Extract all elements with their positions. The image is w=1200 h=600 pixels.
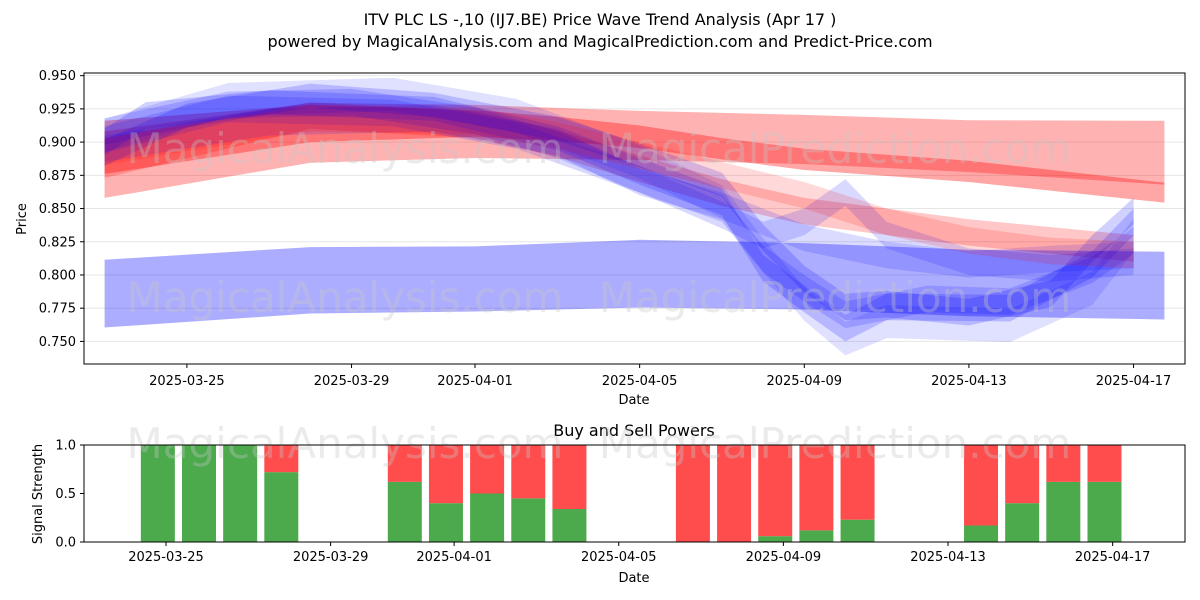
buy-bar	[964, 525, 999, 542]
price-y-tick-label: 0.750	[39, 335, 76, 350]
signal-x-tick-label: 2025-04-01	[416, 550, 492, 565]
price-y-tick-label: 0.775	[39, 302, 76, 317]
price-x-tick-label: 2025-04-01	[437, 374, 513, 389]
price-y-tick-label: 0.850	[39, 202, 76, 217]
signal-y-tick-label: 0.5	[55, 487, 76, 502]
price-y-tick-label: 0.900	[39, 136, 76, 151]
signal-x-ticks: 2025-03-25 2025-03-29 2025-04-01 2025-04-05…	[128, 542, 1150, 565]
wave-band-3	[104, 239, 1165, 328]
buy-bar	[470, 493, 505, 542]
signal-x-tick-label: 2025-04-09	[746, 550, 822, 565]
buy-bar	[511, 498, 546, 542]
price-x-label: Date	[618, 393, 649, 408]
price-grid	[84, 75, 1185, 342]
sell-bar	[470, 445, 505, 494]
wave-band-9	[104, 77, 1134, 356]
signal-y-label: Signal Strength	[31, 444, 46, 544]
wave-band-7	[104, 95, 1134, 282]
price-x-tick-label: 2025-03-25	[149, 374, 225, 389]
sell-bar	[1005, 445, 1040, 504]
sell-bar	[1046, 445, 1081, 482]
price-x-tick-label: 2025-04-17	[1096, 374, 1172, 389]
wave-band-5	[104, 83, 1134, 326]
buy-bar	[1005, 503, 1040, 542]
watermark-top-3: MagicalAnalysis.com	[127, 273, 564, 322]
signal-x-tick-label: 2025-04-13	[910, 550, 986, 565]
buy-bar	[758, 536, 793, 542]
sell-bar	[799, 445, 834, 531]
watermark-top-2: MagicalPrediction.com	[599, 124, 1072, 173]
price-x-tick-label: 2025-04-13	[931, 374, 1007, 389]
signal-x-tick-label: 2025-04-17	[1075, 550, 1151, 565]
buy-bar	[264, 472, 299, 542]
buy-bar	[840, 519, 875, 542]
buy-bar	[140, 445, 175, 542]
price-y-tick-label: 0.875	[39, 169, 76, 184]
buy-bar	[428, 503, 463, 542]
wave-band-8	[104, 104, 1134, 278]
signal-x-tick-label: 2025-03-25	[128, 550, 204, 565]
buy-bar	[387, 481, 422, 542]
price-y-label: Price	[15, 203, 30, 235]
signal-y-tick-label: 0.0	[55, 536, 76, 551]
buy-bar	[182, 445, 216, 542]
buy-bar	[552, 509, 587, 542]
wave-band-2	[104, 102, 1134, 262]
price-panel: MagicalAnalysis.com MagicalPrediction.co…	[15, 69, 1186, 408]
signal-panel: Buy and Sell Powers MagicalAnalysis.com …	[31, 419, 1186, 586]
signal-x-label: Date	[618, 571, 649, 586]
sell-bar	[964, 445, 999, 526]
sell-bar	[717, 445, 752, 542]
price-x-tick-label: 2025-04-09	[766, 374, 842, 389]
price-y-tick-label: 0.950	[39, 69, 76, 84]
wave-band-10	[104, 104, 1134, 269]
signal-x-tick-label: 2025-03-29	[293, 550, 369, 565]
buy-bar	[799, 530, 834, 542]
signal-x-tick-label: 2025-04-05	[581, 550, 657, 565]
wave-band-0	[104, 102, 1165, 198]
signal-y-tick-label: 1.0	[55, 439, 76, 454]
chart-title: ITV PLC LS -,10 (IJ7.BE) Price Wave Tren…	[364, 10, 837, 29]
watermark-top-4: MagicalPrediction.com	[599, 273, 1072, 322]
sell-bar	[1087, 445, 1122, 482]
wave-band-6	[104, 88, 1134, 329]
price-y-ticks: 0.750 0.775 0.800 0.825 0.850 0.875 0.900 0.925…	[39, 69, 84, 350]
chart-subtitle: powered by MagicalAnalysis.com and Magic…	[267, 32, 932, 51]
price-y-tick-label: 0.800	[39, 268, 76, 283]
watermark-top-1: MagicalAnalysis.com	[127, 124, 564, 173]
price-axes-frame	[83, 72, 1186, 365]
signal-y-ticks: 0.0 0.5 1.0	[55, 439, 84, 551]
buy-bar	[223, 445, 258, 542]
wave-band-4	[104, 90, 1134, 342]
buy-bar	[1046, 481, 1081, 542]
watermark-bottom-1: MagicalAnalysis.com	[127, 419, 564, 468]
sell-bar	[675, 445, 710, 542]
signal-title: Buy and Sell Powers	[553, 421, 715, 440]
signal-bars	[140, 445, 1122, 542]
price-x-tick-label: 2025-03-29	[314, 374, 390, 389]
price-bands	[104, 77, 1165, 356]
sell-bar	[552, 445, 587, 510]
sell-bar	[511, 445, 546, 499]
sell-bar	[428, 445, 463, 504]
sell-bar	[264, 445, 299, 473]
price-y-tick-label: 0.925	[39, 102, 76, 117]
watermark-bottom-2: MagicalPrediction.com	[599, 419, 1072, 468]
price-x-ticks: 2025-03-25 2025-03-29 2025-04-01 2025-04-05…	[149, 364, 1171, 389]
sell-bar	[387, 445, 422, 482]
price-y-tick-label: 0.825	[39, 235, 76, 250]
sell-bar	[758, 445, 793, 537]
sell-bar	[840, 445, 875, 520]
buy-bar	[1087, 481, 1122, 542]
wave-band-1	[104, 104, 1165, 203]
price-x-tick-label: 2025-04-05	[602, 374, 678, 389]
